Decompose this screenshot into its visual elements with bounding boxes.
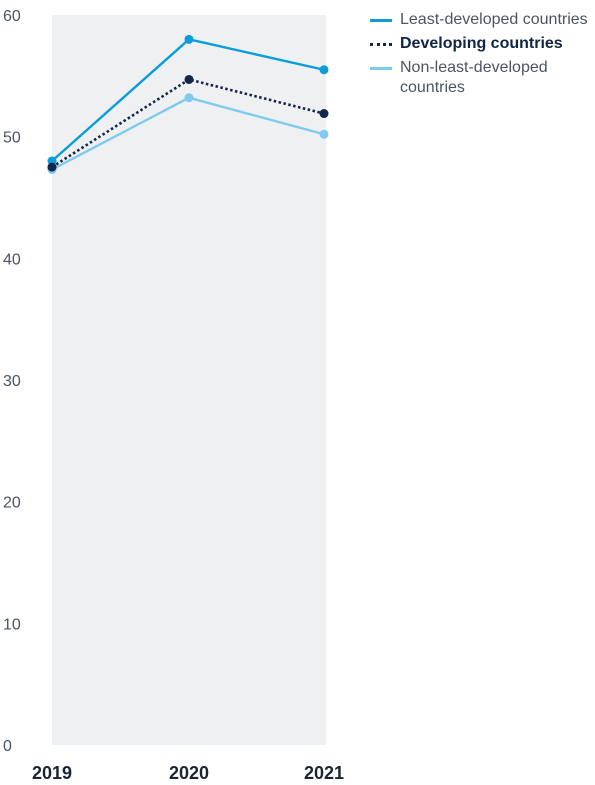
data-point-non-least-developed-countries [319,129,329,139]
data-point-developing-countries [319,109,329,119]
plot-background [52,15,326,745]
data-point-non-least-developed-countries [184,93,194,103]
legend-label-developing: Developing countries [400,35,563,52]
y-tick-label: 30 [3,373,21,390]
y-tick-label: 40 [3,251,21,268]
legend-label-non-least-developed: Non-least-developed countries [400,59,548,96]
legend-item-developing: Developing countries [370,34,595,54]
series-layer [47,34,329,175]
legend-swatch-developing [370,43,392,46]
legend-swatch-non-least-developed [370,67,392,70]
y-axis-ticks: 0 10 20 30 40 50 60 [3,8,21,755]
y-tick-label: 10 [3,616,21,633]
x-tick-label: 2019 [32,763,72,783]
x-tick-label: 2020 [169,763,209,783]
data-point-least-developed-countries [319,65,329,75]
legend-item-non-least-developed: Non-least-developed countries [370,58,595,98]
legend-label-least-developed: Least-developed countries [400,11,588,28]
y-tick-label: 20 [3,495,21,512]
legend-item-least-developed: Least-developed countries [370,10,595,30]
y-tick-label: 0 [3,738,12,755]
chart-legend: Least-developed countries Developing cou… [370,10,595,102]
y-tick-label: 50 [3,130,21,147]
series-line-developing-countries [51,78,325,169]
data-point-developing-countries [47,162,57,172]
y-tick-label: 60 [3,8,21,25]
x-axis-ticks: 2019 2020 2021 [32,763,344,783]
legend-swatch-least-developed [370,19,392,22]
data-point-developing-countries [184,74,194,84]
data-point-least-developed-countries [184,34,194,44]
x-tick-label: 2021 [304,763,344,783]
